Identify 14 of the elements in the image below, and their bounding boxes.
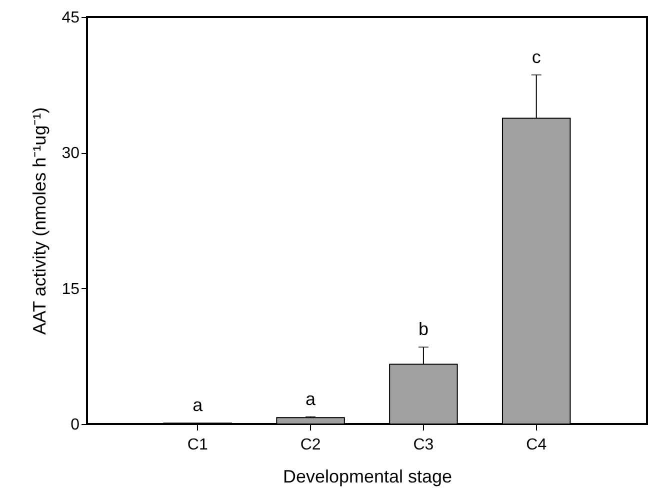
y-tick-label: 15 <box>62 280 80 298</box>
annotation: c <box>532 46 541 67</box>
annotation: a <box>306 388 317 409</box>
y-axis-title: AAT activity (nmoles h⁻¹ug⁻¹) <box>30 107 50 335</box>
x-tick-label: C3 <box>413 436 434 454</box>
x-tick-label: C4 <box>526 436 547 454</box>
y-tick-label: 30 <box>62 145 80 162</box>
annotation: a <box>192 395 204 416</box>
y-tick-label: 45 <box>62 10 80 26</box>
x-axis-title: Developmental stage <box>282 466 452 486</box>
x-tick-label: C1 <box>187 436 208 454</box>
x-tick-label: C2 <box>300 436 321 454</box>
annotation: b <box>418 319 428 340</box>
y-tick-label: 0 <box>70 416 80 434</box>
